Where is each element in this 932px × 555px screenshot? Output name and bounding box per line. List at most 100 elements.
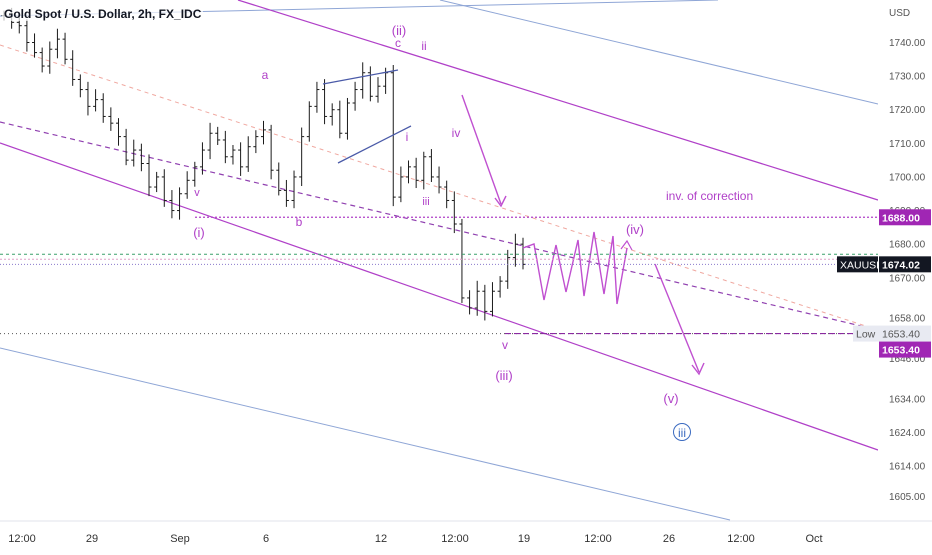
tag-inv-level-bg	[879, 209, 931, 226]
tag-low-value: 1653.40	[879, 325, 931, 342]
wave-label: v	[502, 338, 508, 352]
candle	[161, 169, 167, 207]
time-tick: Oct	[805, 533, 822, 545]
candle	[512, 233, 518, 267]
candle	[169, 190, 175, 219]
candle	[459, 218, 465, 303]
candle	[39, 47, 45, 73]
arrow-v-head	[691, 362, 705, 376]
candle	[230, 145, 236, 165]
candle	[367, 66, 373, 102]
candle	[100, 93, 106, 123]
candle	[436, 166, 442, 194]
wave-label: (iv)	[626, 222, 644, 237]
price-tick: 1634.00	[889, 394, 926, 405]
wave-label: b	[296, 215, 303, 229]
candle	[329, 103, 335, 126]
candle	[413, 157, 419, 189]
time-tick: Sep	[170, 533, 190, 545]
candle	[489, 282, 495, 317]
candle	[222, 130, 228, 164]
candle	[474, 280, 480, 316]
candle	[467, 290, 473, 315]
candle	[138, 143, 144, 172]
arrow-down-line	[461, 94, 502, 205]
wave-labels: (i)vab(ii)c iiiiiiivv(iii)(iv)(v)iiiinv. …	[193, 23, 753, 441]
candle	[70, 50, 76, 86]
tag-low-label-bg	[853, 325, 879, 342]
candle	[268, 124, 274, 180]
candle	[291, 170, 297, 209]
candle	[505, 249, 511, 289]
wave-label: c	[395, 36, 401, 50]
price-tick: 1670.00	[889, 273, 926, 284]
tag-last-price-text: 1674.02	[882, 259, 920, 271]
time-tick: 19	[518, 533, 530, 545]
candle	[261, 120, 266, 145]
price-tick: 1680.00	[889, 240, 926, 251]
candle	[62, 32, 68, 65]
time-tick: 12	[375, 533, 387, 545]
candle	[93, 89, 99, 112]
candle	[360, 62, 366, 99]
tag-low-value-bg	[879, 325, 931, 342]
candle	[352, 81, 358, 111]
candle	[306, 101, 312, 142]
candle	[482, 284, 488, 321]
candle	[299, 127, 305, 187]
tag-support-text: 1653.40	[882, 345, 920, 357]
channel-line-lower	[0, 142, 879, 451]
wave-label-circle	[673, 423, 691, 441]
arrow-iv-head	[620, 239, 633, 251]
price-tick: 1700.00	[889, 172, 926, 183]
arrow-v-line	[654, 263, 700, 373]
candle	[398, 166, 404, 203]
triangle-lower-line	[337, 125, 412, 164]
candle	[199, 142, 205, 175]
candle	[375, 77, 381, 103]
candle	[276, 162, 282, 196]
time-tick: 29	[86, 533, 98, 545]
candle	[77, 74, 83, 98]
tag-inv-level: 1688.00	[879, 209, 931, 226]
tag-last-price: 1674.02	[879, 256, 931, 273]
channel-lines	[0, 0, 879, 521]
price-tick: 1605.00	[889, 492, 926, 503]
tag-symbol-text: XAUUSD	[840, 259, 884, 271]
wave-label: (i)	[193, 225, 205, 240]
candle	[177, 187, 183, 220]
tag-inv-level-text: 1688.00	[882, 212, 920, 224]
candle	[131, 139, 137, 167]
candle	[451, 191, 457, 234]
tag-low-label-text: Low	[856, 329, 876, 341]
candle	[322, 79, 328, 125]
wave-label: ii	[421, 39, 426, 53]
candle	[215, 126, 221, 146]
price-tick: 1710.00	[889, 139, 926, 150]
candle	[283, 179, 289, 207]
channel-line-upper	[237, 0, 879, 201]
time-tick: 12:00	[584, 533, 612, 545]
candle	[115, 118, 121, 146]
candle	[146, 154, 152, 197]
price-tick: 1740.00	[889, 38, 926, 49]
tag-low-label: Low	[853, 325, 879, 342]
price-tick: 1624.00	[889, 428, 926, 439]
tag-support: 1653.40	[879, 341, 931, 358]
candle	[245, 136, 251, 172]
candle	[108, 107, 114, 131]
projected-zigzag	[522, 231, 628, 305]
time-axis: 12:00 29 Sep 6 12 12:00 19 12:00 26 12:00 Oct	[0, 520, 932, 545]
price-tick: 1730.00	[889, 72, 926, 83]
candle	[154, 171, 160, 193]
wave-label-circled: iii	[678, 426, 686, 440]
annotation-label: inv. of correction	[666, 189, 753, 203]
arrow-down-head	[494, 195, 507, 208]
candle	[85, 81, 91, 116]
candle	[47, 41, 53, 74]
wave-label: (iii)	[495, 368, 512, 383]
time-tick: 6	[263, 533, 269, 545]
candle	[24, 19, 30, 52]
chart-title: Gold Spot / U.S. Dollar, 2h, FX_IDC	[2, 7, 204, 21]
